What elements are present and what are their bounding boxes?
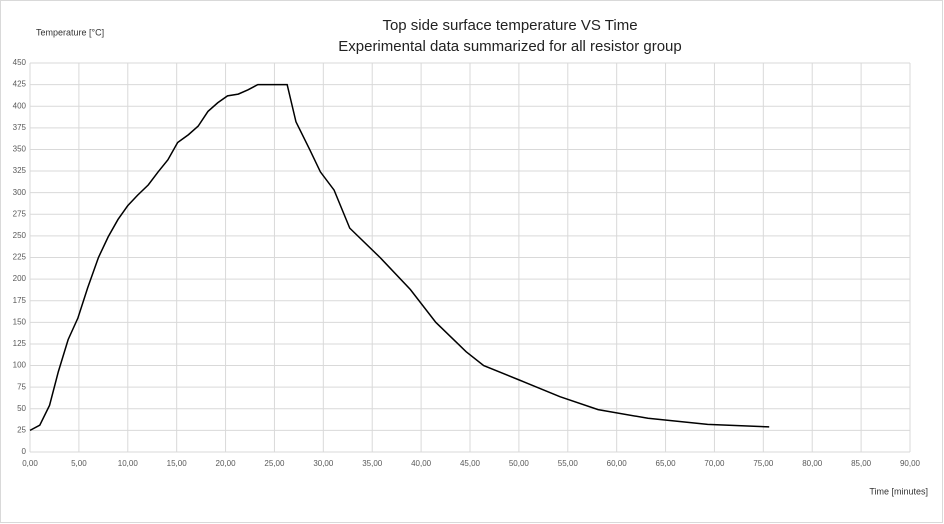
x-tick-label: 5,00 xyxy=(71,459,87,468)
y-tick-label: 0 xyxy=(22,447,27,456)
x-tick-label: 10,00 xyxy=(118,459,139,468)
x-tick-label: 90,00 xyxy=(900,459,921,468)
y-tick-label: 200 xyxy=(13,274,27,283)
x-tick-label: 50,00 xyxy=(509,459,530,468)
x-tick-label: 30,00 xyxy=(313,459,334,468)
y-tick-label: 225 xyxy=(13,253,27,262)
x-tick-label: 80,00 xyxy=(802,459,823,468)
y-tick-label: 250 xyxy=(13,231,27,240)
y-tick-label: 325 xyxy=(13,166,27,175)
y-tick-label: 125 xyxy=(13,339,27,348)
x-tick-label: 20,00 xyxy=(216,459,237,468)
line-series xyxy=(29,83,770,432)
y-tick-label: 450 xyxy=(13,58,27,67)
x-tick-label: 65,00 xyxy=(656,459,677,468)
x-tick-label: 85,00 xyxy=(851,459,872,468)
y-tick-label: 100 xyxy=(13,361,27,370)
x-axis-label: Time [minutes] xyxy=(869,486,928,496)
y-tick-label: 175 xyxy=(13,296,27,305)
y-tick-label: 400 xyxy=(13,101,27,110)
x-tick-label: 25,00 xyxy=(264,459,285,468)
y-tick-label: 25 xyxy=(17,425,26,434)
x-tick-label: 60,00 xyxy=(607,459,628,468)
y-tick-label: 50 xyxy=(17,404,26,413)
x-tick-label: 70,00 xyxy=(704,459,725,468)
y-tick-label: 75 xyxy=(17,382,26,391)
y-tick-label: 150 xyxy=(13,317,27,326)
x-tick-label: 0,00 xyxy=(22,459,38,468)
y-tick-label: 425 xyxy=(13,80,27,89)
chart-subtitle: Experimental data summarized for all res… xyxy=(338,38,681,55)
x-tick-label: 55,00 xyxy=(558,459,579,468)
x-tick-label: 40,00 xyxy=(411,459,432,468)
y-tick-label: 375 xyxy=(13,123,27,132)
chart-title: Top side surface temperature VS Time xyxy=(382,17,637,34)
y-tick-label: 300 xyxy=(13,188,27,197)
x-tick-label: 45,00 xyxy=(460,459,481,468)
x-tick-label: 35,00 xyxy=(362,459,383,468)
x-tick-label: 75,00 xyxy=(753,459,774,468)
y-axis-label: Temperature [°C] xyxy=(36,27,104,37)
y-tick-label: 350 xyxy=(13,145,27,154)
y-tick-label: 275 xyxy=(13,209,27,218)
x-tick-label: 15,00 xyxy=(167,459,188,468)
